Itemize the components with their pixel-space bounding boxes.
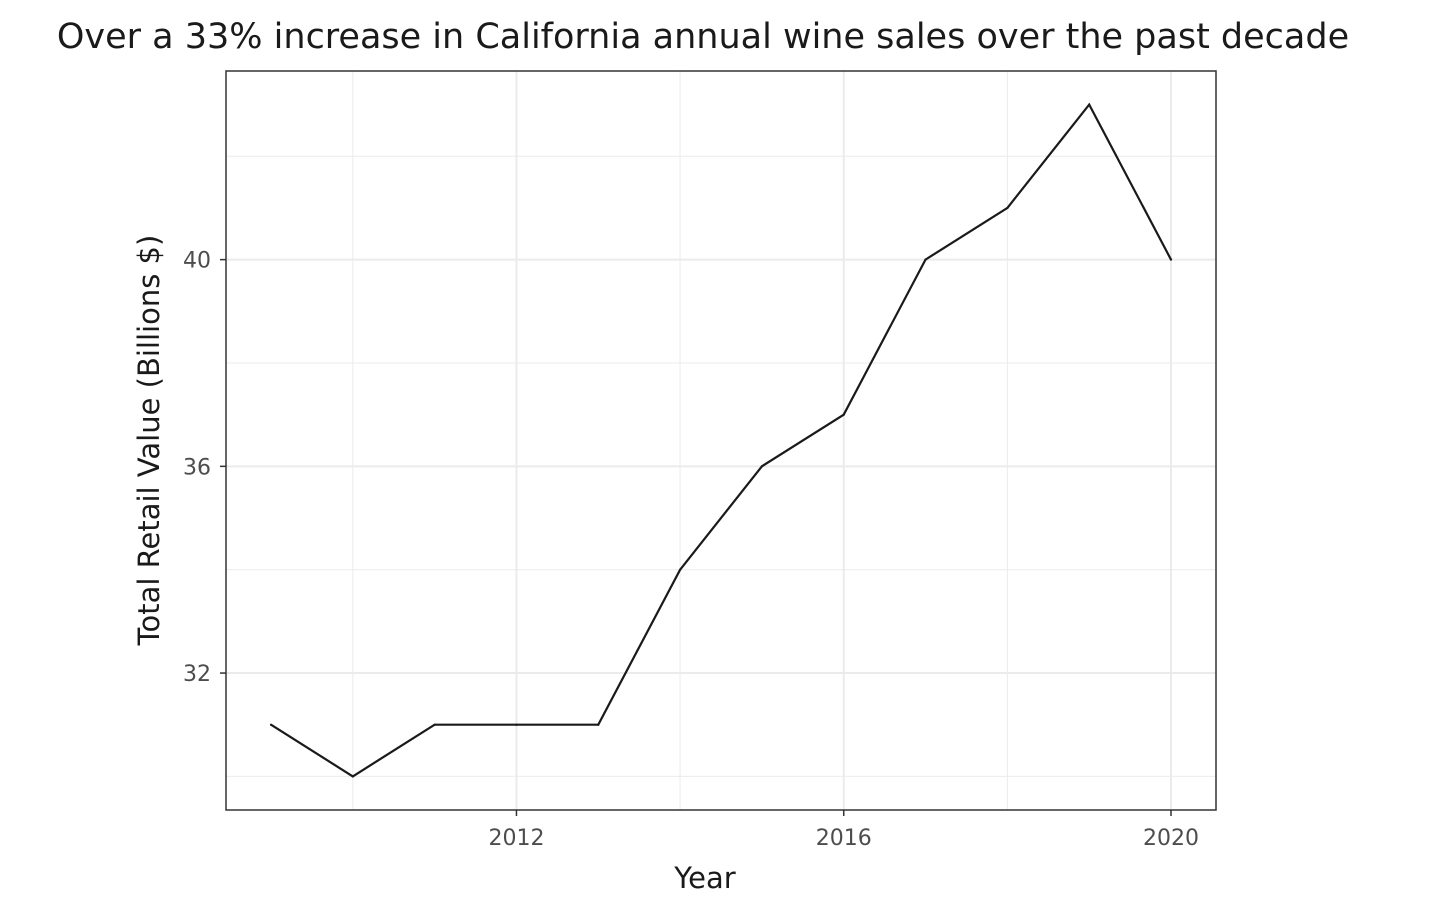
panel-border	[225, 70, 1217, 811]
x-tick-label: 2016	[816, 826, 872, 851]
data-point	[924, 258, 927, 261]
data-point	[433, 723, 436, 726]
series-line	[270, 102, 1172, 778]
data-point	[351, 775, 354, 778]
x-tick-label: 2012	[488, 826, 544, 851]
data-point	[597, 723, 600, 726]
data-point	[678, 568, 682, 571]
data-point	[269, 723, 273, 726]
y-tick-label: 32	[183, 662, 211, 687]
x-axis-ticks: 2012 2016 2020	[488, 810, 1199, 851]
data-point	[842, 413, 845, 416]
chart-title: Over a 33% increase in California annual…	[57, 17, 1349, 57]
data-point	[515, 723, 518, 726]
y-axis-title: Total Retail Value (Billions $)	[132, 235, 166, 647]
data-point	[1169, 258, 1173, 261]
y-tick-label: 36	[183, 455, 211, 480]
y-tick-label: 40	[183, 249, 211, 274]
data-point	[1088, 103, 1091, 106]
data-point	[760, 465, 764, 468]
minor-gridlines	[226, 71, 1216, 810]
series-layer	[269, 102, 1173, 778]
y-axis-ticks: 32 36 40	[183, 249, 226, 687]
major-gridlines	[226, 71, 1216, 810]
data-point	[1006, 206, 1009, 210]
x-tick-label: 2020	[1143, 826, 1199, 851]
x-axis-title: Year	[673, 861, 735, 895]
